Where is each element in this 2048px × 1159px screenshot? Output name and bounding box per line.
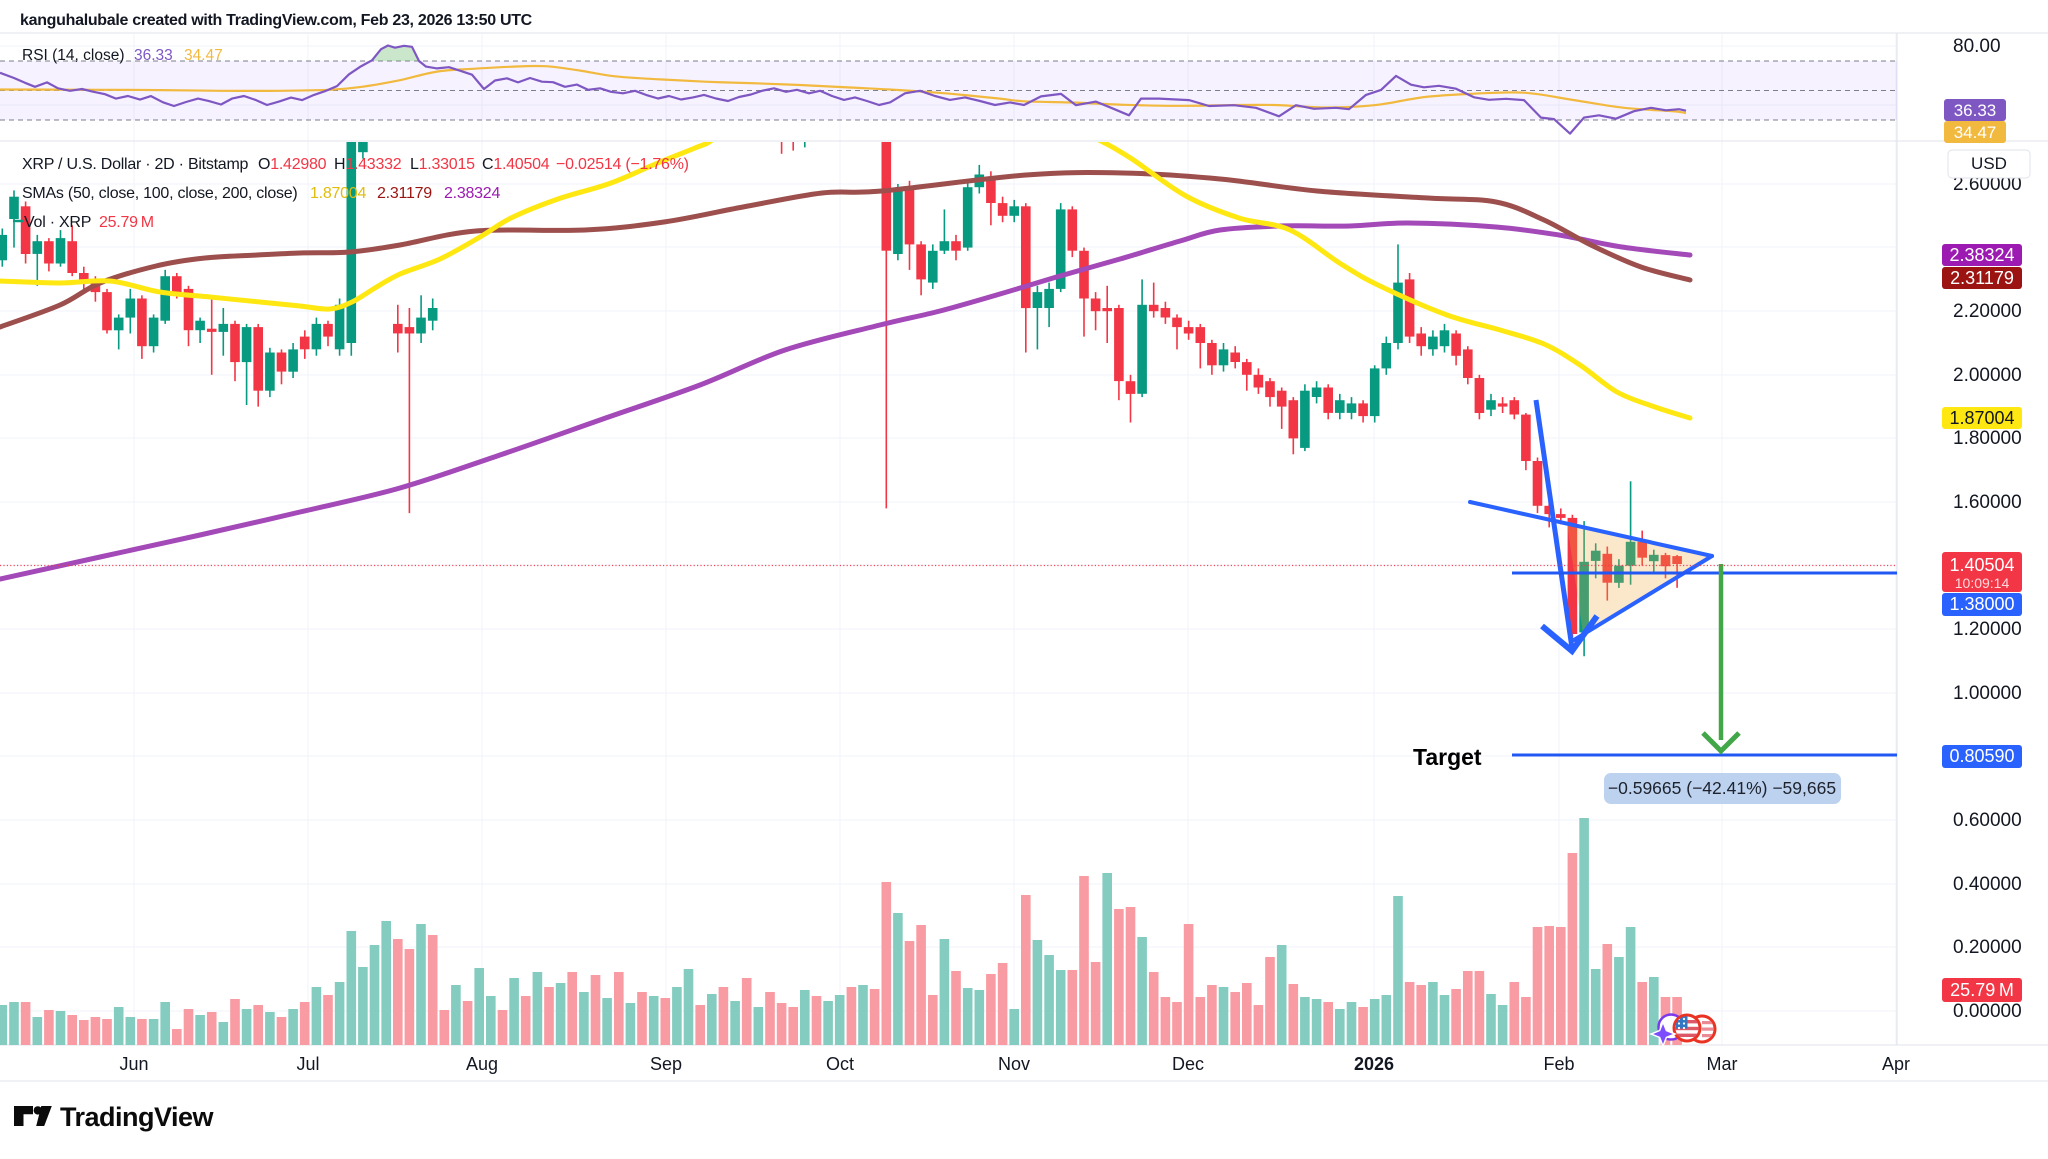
svg-text:TradingView: TradingView [60,1102,215,1132]
svg-text:36.33: 36.33 [1954,101,1997,120]
svg-text:USD: USD [1971,154,2007,173]
svg-text:1.60000: 1.60000 [1953,492,2022,513]
svg-text:2.38324: 2.38324 [1949,245,2014,265]
svg-text:1.00000: 1.00000 [1953,683,2022,704]
svg-text:1.38000: 1.38000 [1949,594,2014,614]
svg-text:−0.59665 (−42.41%) −59,665: −0.59665 (−42.41%) −59,665 [1608,778,1836,798]
svg-text:10:09:14: 10:09:14 [1955,575,2010,591]
svg-text:1.80000: 1.80000 [1953,428,2022,449]
svg-text:1.20000: 1.20000 [1953,619,2022,640]
svg-text:Jul: Jul [296,1054,319,1074]
svg-text:2.31179: 2.31179 [1950,268,2014,288]
svg-text:Apr: Apr [1882,1054,1910,1074]
svg-text:0.40000: 0.40000 [1953,874,2022,895]
svg-text:Mar: Mar [1707,1054,1738,1074]
svg-text:2.00000: 2.00000 [1953,365,2022,386]
svg-text:Feb: Feb [1543,1054,1574,1074]
svg-text:Oct: Oct [826,1054,854,1074]
svg-text:25.79 M: 25.79 M [1950,980,2014,1000]
svg-text:2026: 2026 [1354,1054,1394,1074]
svg-text:Sep: Sep [650,1054,682,1074]
svg-text:XRP / U.S. Dollar · 2D · Bitst: XRP / U.S. Dollar · 2D · Bitstamp O1.4298… [22,156,689,173]
svg-text:SMAs (50, close, 100, close, 2: SMAs (50, close, 100, close, 200, close)… [22,185,500,202]
svg-text:80.00: 80.00 [1953,36,2001,57]
svg-text:kanguhalubale created with Tra: kanguhalubale created with TradingView.c… [20,12,533,29]
svg-text:1.87004: 1.87004 [1949,408,2014,428]
svg-text:0.80590: 0.80590 [1949,746,2014,766]
svg-text:2.60000: 2.60000 [1953,174,2022,195]
svg-text:Jun: Jun [119,1054,148,1074]
svg-text:1.40504: 1.40504 [1949,555,2014,575]
svg-text:0.00000: 0.00000 [1953,1001,2022,1022]
svg-text:Target: Target [1413,744,1482,770]
svg-text:Nov: Nov [998,1054,1030,1074]
svg-text:Aug: Aug [466,1054,498,1074]
svg-text:Dec: Dec [1172,1054,1204,1074]
svg-text:2.20000: 2.20000 [1953,301,2022,322]
svg-text:0.20000: 0.20000 [1953,937,2022,958]
svg-text:0.60000: 0.60000 [1953,810,2022,831]
svg-text:34.47: 34.47 [1954,123,1997,142]
